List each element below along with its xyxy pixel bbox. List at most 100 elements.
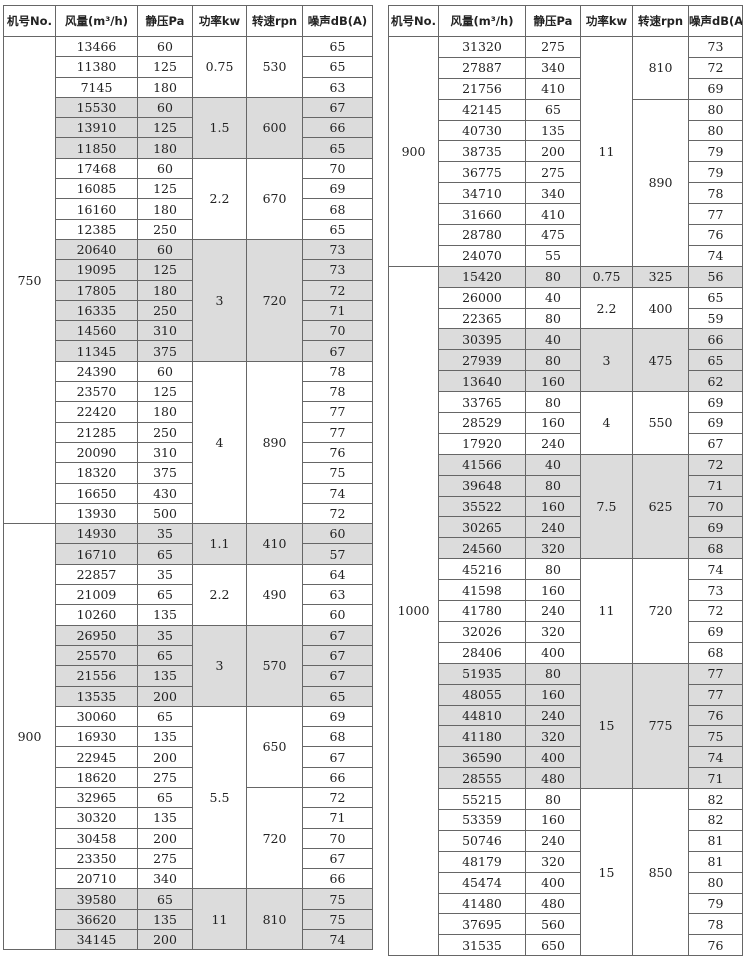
noise: 81: [688, 850, 743, 873]
data-row: 20640 60 3 720 73: [4, 238, 373, 362]
pressure: 240: [525, 516, 581, 539]
airflow: 34710: [438, 182, 526, 205]
power: 2.2: [580, 286, 633, 330]
airflow: 41566: [438, 453, 526, 476]
pressure: 400: [525, 641, 581, 664]
data-row: 53359 160 82: [389, 808, 743, 831]
speed: 550: [632, 391, 689, 455]
noise: 59: [688, 307, 743, 330]
noise: 68: [688, 537, 743, 560]
noise: 69: [688, 516, 743, 539]
airflow: 45474: [438, 871, 526, 894]
power: 11: [192, 888, 247, 951]
data-row: 13910 125 66: [4, 117, 373, 139]
airflow: 16930: [55, 726, 138, 748]
airflow: 22857: [55, 563, 138, 586]
noise: 65: [302, 56, 373, 78]
data-row: 41566 40 7.5 625 72: [389, 453, 743, 560]
pressure: 310: [137, 320, 193, 342]
data-row: 48179 320 81: [389, 850, 743, 873]
data-row: 17920 240 67: [389, 432, 743, 455]
pressure: 65: [137, 584, 193, 606]
noise: 70: [302, 157, 373, 180]
speed: 670: [246, 157, 303, 240]
pressure: 200: [525, 140, 581, 163]
data-row: 17805 180 72: [4, 279, 373, 301]
data-row: 28406 400 68: [389, 641, 743, 664]
data-row: 28555 480 71: [389, 767, 743, 790]
airflow: 30265: [438, 516, 526, 539]
noise: 74: [302, 929, 373, 951]
airflow: 26950: [55, 624, 138, 646]
airflow: 39580: [55, 888, 138, 910]
speed: 400: [632, 286, 689, 330]
pressure: 40: [525, 328, 581, 351]
data-row: 22945 200 67: [4, 746, 373, 768]
pressure: 240: [525, 432, 581, 455]
speed: 720: [246, 238, 303, 362]
data-row: 20710 340 66: [4, 868, 373, 890]
data-row: 30395 40 3 475 66: [389, 328, 743, 393]
data-row: 25570 65 67: [4, 644, 373, 667]
noise: 69: [302, 178, 373, 200]
pressure: 135: [137, 726, 193, 748]
noise: 77: [688, 203, 743, 226]
data-row: 900 14930 35 1.1 410 60: [3, 523, 373, 951]
airflow: 13640: [438, 370, 526, 393]
pressure: 60: [137, 35, 193, 58]
airflow: 42145: [438, 98, 526, 121]
airflow: 28780: [438, 224, 526, 246]
pressure: 320: [525, 725, 581, 748]
data-row: 1000 15420 80 0.75 325 56: [388, 265, 743, 957]
noise: 69: [688, 391, 743, 414]
power: 4: [192, 360, 247, 525]
data-row: 28780 475 76: [389, 224, 743, 246]
speed: 810: [246, 888, 303, 951]
noise: 70: [302, 320, 373, 342]
airflow: 20090: [55, 441, 138, 464]
data-row: 27939 80 65: [389, 349, 743, 372]
speed: 410: [246, 523, 303, 565]
pressure: 135: [525, 119, 581, 142]
airflow: 30395: [438, 328, 526, 351]
noise: 67: [302, 746, 373, 768]
airflow: 39648: [438, 474, 526, 497]
airflow: 41598: [438, 579, 526, 602]
header-cell: 噪声dB(A): [302, 5, 373, 37]
pressure: 65: [137, 644, 193, 667]
pressure: 375: [137, 462, 193, 484]
airflow: 33765: [438, 391, 526, 414]
pressure: 320: [525, 620, 581, 643]
data-row: 14560 310 70: [4, 320, 373, 342]
pressure: 240: [525, 600, 581, 622]
pressure: 80: [525, 391, 581, 414]
noise: 78: [302, 360, 373, 383]
data-row: 27887 340 72: [389, 56, 743, 79]
pressure: 60: [137, 96, 193, 119]
data-row: 11345 375 67: [4, 340, 373, 362]
noise: 67: [302, 96, 373, 119]
pressure: 125: [137, 381, 193, 403]
pressure: 125: [137, 56, 193, 78]
noise: 67: [302, 624, 373, 646]
airflow: 11380: [55, 56, 138, 78]
pressure: 340: [525, 56, 581, 79]
noise: 75: [302, 888, 373, 910]
noise: 64: [302, 563, 373, 586]
data-row: 42145 65 890 80: [389, 98, 743, 267]
header-cell: 风量(m³/h): [438, 5, 526, 37]
noise: 76: [302, 441, 373, 464]
speed: 325: [632, 265, 689, 288]
noise: 73: [302, 238, 373, 261]
data-row: 33765 80 4 550 69: [389, 391, 743, 455]
airflow: 44810: [438, 704, 526, 727]
power: 4: [580, 391, 633, 455]
pressure: 135: [137, 665, 193, 687]
noise: 65: [302, 218, 373, 240]
data-row: 36620 135 75: [4, 908, 373, 931]
noise: 67: [302, 644, 373, 667]
airflow: 40730: [438, 119, 526, 142]
speed: 890: [632, 98, 689, 267]
model-no: 900: [388, 36, 439, 267]
pressure: 80: [525, 474, 581, 497]
